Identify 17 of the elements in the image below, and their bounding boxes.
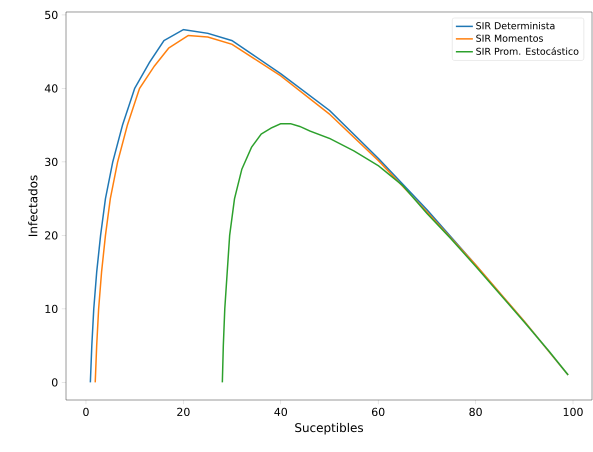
- x-tick-label: 80: [469, 408, 482, 416]
- x-tick-label: 20: [177, 408, 190, 416]
- legend-label: SIR Momentos: [476, 34, 543, 42]
- x-axis-title: Suceptibles: [295, 422, 364, 434]
- y-tick-label: 30: [45, 158, 58, 166]
- x-tick-label: 100: [564, 408, 583, 416]
- x-tick-label: 0: [83, 408, 89, 416]
- y-tick-label: 20: [45, 231, 58, 240]
- legend-label: SIR Determinista: [476, 22, 554, 30]
- x-tick-label: 60: [372, 408, 384, 416]
- y-axis-title: Infectados: [28, 175, 38, 236]
- x-tick-label: 40: [274, 408, 288, 416]
- y-tick-label: 50: [45, 10, 58, 20]
- y-tick-label: 40: [44, 84, 58, 93]
- y-tick-label: 0: [52, 378, 58, 387]
- legend-label: SIR Prom. Estocástico: [476, 47, 578, 55]
- y-tick-label: 10: [45, 304, 58, 314]
